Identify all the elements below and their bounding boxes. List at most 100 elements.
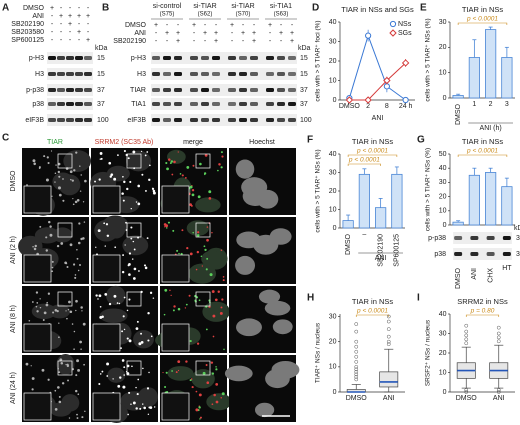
nucleus [235, 255, 256, 275]
speckle [99, 152, 103, 155]
nucleus [201, 250, 223, 267]
outlier [386, 342, 391, 347]
speckle [33, 162, 36, 166]
x-tick-label: SB202190 [377, 234, 384, 267]
speckle [220, 166, 223, 169]
y-tick-label: 20 [439, 44, 447, 51]
speckle [69, 243, 73, 247]
treatment-sign: - [69, 29, 72, 36]
inset [92, 185, 121, 214]
speckle [58, 371, 61, 374]
speckle [215, 366, 217, 368]
speckle [131, 365, 133, 368]
inset [161, 392, 190, 421]
speckle [72, 263, 76, 266]
speckle [195, 408, 199, 412]
x-tick-label: 24 h [399, 103, 413, 110]
outlier [496, 335, 501, 340]
speckle [123, 366, 126, 369]
speckle [204, 248, 207, 252]
speckle [69, 170, 73, 174]
treatment-sign: - [60, 5, 63, 12]
speckle [146, 237, 149, 240]
treatment-sign: - [166, 38, 169, 45]
speckle [76, 359, 79, 363]
speckle [201, 265, 204, 267]
speckle [116, 302, 119, 304]
speckle [173, 160, 176, 164]
band [66, 72, 74, 76]
band [75, 102, 83, 106]
x-tick-label: CHX [487, 268, 494, 283]
speckle [185, 303, 188, 306]
x-tick-label: ANI [471, 268, 478, 280]
treatment-sign: + [50, 5, 54, 12]
outlier [354, 367, 359, 372]
speckle [140, 332, 143, 335]
speckle [164, 385, 167, 389]
y-tick-label: 20 [329, 188, 337, 195]
treatment-sign: + [154, 22, 158, 29]
band [84, 102, 92, 106]
annotation: p = 0.80 [470, 308, 495, 315]
speckle [140, 150, 143, 153]
speckle [108, 302, 112, 306]
speckle [28, 319, 31, 322]
marker [383, 83, 390, 90]
outlier [386, 319, 391, 324]
inset [161, 254, 190, 283]
speckle [99, 305, 102, 308]
speckle [202, 371, 206, 375]
band [212, 88, 220, 92]
speckle [119, 376, 122, 379]
marker [345, 96, 354, 104]
band [454, 252, 463, 256]
panel-label: D [312, 3, 319, 14]
speckle [206, 238, 209, 242]
speckle [191, 386, 194, 389]
nucleus [107, 218, 126, 239]
bar [358, 173, 370, 229]
speckle [206, 257, 209, 260]
kda-label: 100 [300, 117, 312, 124]
band [48, 88, 56, 92]
band [48, 102, 56, 106]
band-label: eIF3B [25, 117, 44, 124]
x-tick-label: DMSO [455, 103, 462, 125]
band [239, 88, 247, 92]
outlier [464, 341, 469, 346]
speckle [177, 151, 179, 153]
band-label: p-p38 [428, 235, 446, 242]
x-tick-label: 3 [505, 101, 509, 108]
inset [23, 254, 52, 283]
treatment-sign: - [60, 21, 63, 28]
speckle [124, 244, 126, 246]
x-tick-label: DMSO [339, 103, 361, 110]
band [152, 102, 160, 106]
speckle [152, 189, 156, 193]
speckle [128, 339, 132, 343]
x-tick-label: 2 [366, 103, 370, 110]
inset [92, 323, 121, 352]
speckle [66, 266, 69, 269]
speckle [25, 362, 29, 366]
band [250, 102, 258, 106]
speckle [129, 180, 132, 183]
treatment-sign: + [268, 22, 272, 29]
y-axis-label: TIAR⁺ NSs / nucleus [315, 322, 322, 383]
speckle [75, 309, 77, 312]
band [502, 236, 511, 240]
speckle [126, 309, 129, 312]
speckle [106, 234, 110, 238]
outlier [496, 339, 501, 344]
y-axis-label: cells with > 5 TIAR⁺ NSs (%) [425, 18, 432, 101]
band [201, 102, 209, 106]
blot-strip [151, 52, 297, 64]
group-name: si-TIAR [193, 3, 216, 10]
y-tick-label: 30 [329, 169, 337, 176]
treatment-sign: + [290, 30, 294, 37]
band [288, 72, 296, 76]
speckle [195, 268, 198, 271]
treatment-sign: - [69, 37, 72, 44]
speckle [81, 310, 83, 312]
